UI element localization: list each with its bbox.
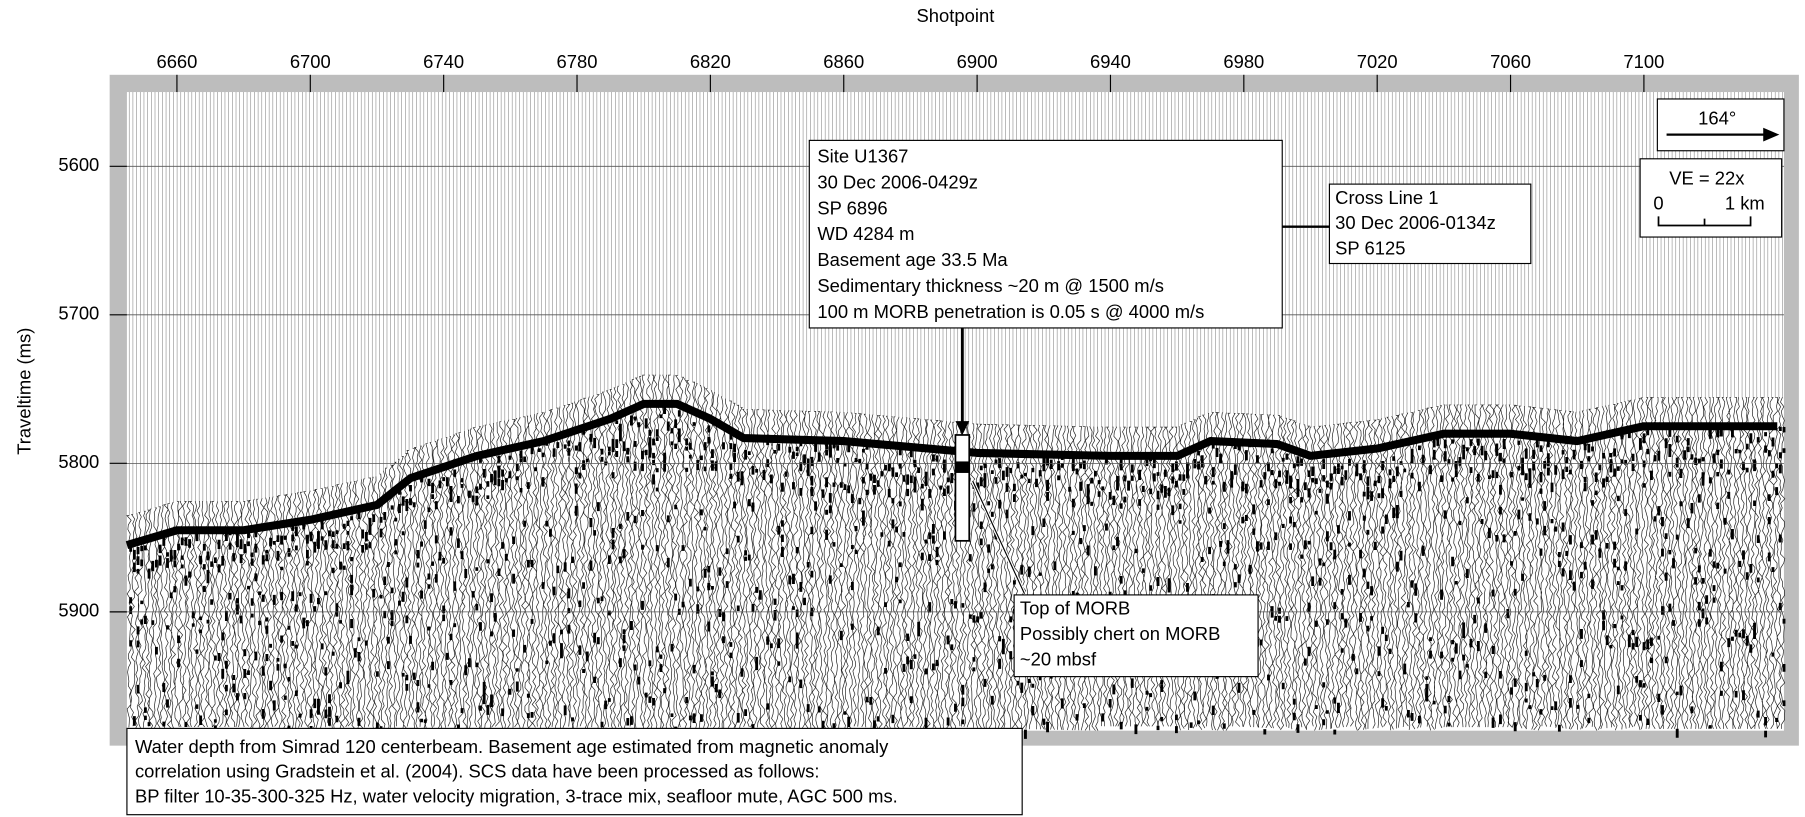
- x-tick-label: 7060: [1490, 51, 1531, 72]
- note-line: correlation using Gradstein et al. (2004…: [135, 761, 819, 782]
- site-box-line: Basement age 33.5 Ma: [817, 249, 1008, 270]
- cross-line_box-line: SP 6125: [1335, 238, 1405, 259]
- x-tick-label: 6940: [1090, 51, 1131, 72]
- x-tick-label: 6820: [690, 51, 731, 72]
- cross-line_box-line: Cross Line 1: [1335, 187, 1438, 208]
- x-tick-label: 6740: [423, 51, 464, 72]
- scale-label: 1 km: [1725, 193, 1765, 214]
- cross-line_box-line: 30 Dec 2006-0134z: [1335, 212, 1496, 233]
- chart: 6660 6700 6740 6780 6820 6860 6900 6940 6980 7020…: [0, 0, 1805, 817]
- azimuth: 164°: [1698, 108, 1736, 129]
- y-tick-label: 5700: [58, 303, 99, 324]
- site-box-line: 30 Dec 2006-0429z: [817, 171, 978, 192]
- site-box-line: SP 6896: [817, 197, 887, 218]
- page: 6660 6700 6740 6780 6820 6860 6900 6940 6980 7020…: [0, 0, 1805, 817]
- x-tick-label: 6980: [1223, 51, 1264, 72]
- basement-marker: [955, 461, 969, 473]
- y-axis-label: Traveltime (ms): [14, 328, 35, 455]
- site-box-line: WD 4284 m: [817, 223, 914, 244]
- x-tick-label: 7020: [1357, 51, 1398, 72]
- well-marker: [955, 435, 969, 541]
- x-tick-label: 6700: [290, 51, 331, 72]
- y-tick-label: 5800: [58, 451, 99, 472]
- x-axis-label: Shotpoint: [917, 5, 995, 26]
- y-tick-label: 5600: [58, 154, 99, 175]
- ve-label: VE = 22x: [1669, 167, 1744, 188]
- scale-label: 0: [1653, 193, 1663, 214]
- note-line: BP filter 10-35-300-325 Hz, water veloci…: [135, 785, 898, 806]
- morb-box-line: ~20 mbsf: [1020, 648, 1097, 669]
- site-box-line: 100 m MORB penetration is 0.05 s @ 4000 …: [817, 301, 1204, 322]
- site-box-line: Sedimentary thickness ~20 m @ 1500 m/s: [817, 275, 1164, 296]
- morb-box-line: Top of MORB: [1020, 598, 1130, 619]
- y-tick-label: 5900: [58, 600, 99, 621]
- site-box-line: Site U1367: [817, 146, 908, 167]
- x-tick-label: 6780: [557, 51, 598, 72]
- x-tick-label: 7100: [1623, 51, 1664, 72]
- x-tick-label: 6900: [957, 51, 998, 72]
- note-line: Water depth from Simrad 120 centerbeam. …: [135, 736, 889, 757]
- x-tick-label: 6660: [156, 51, 197, 72]
- morb-box-line: Possibly chert on MORB: [1020, 623, 1221, 644]
- x-tick-label: 6860: [823, 51, 864, 72]
